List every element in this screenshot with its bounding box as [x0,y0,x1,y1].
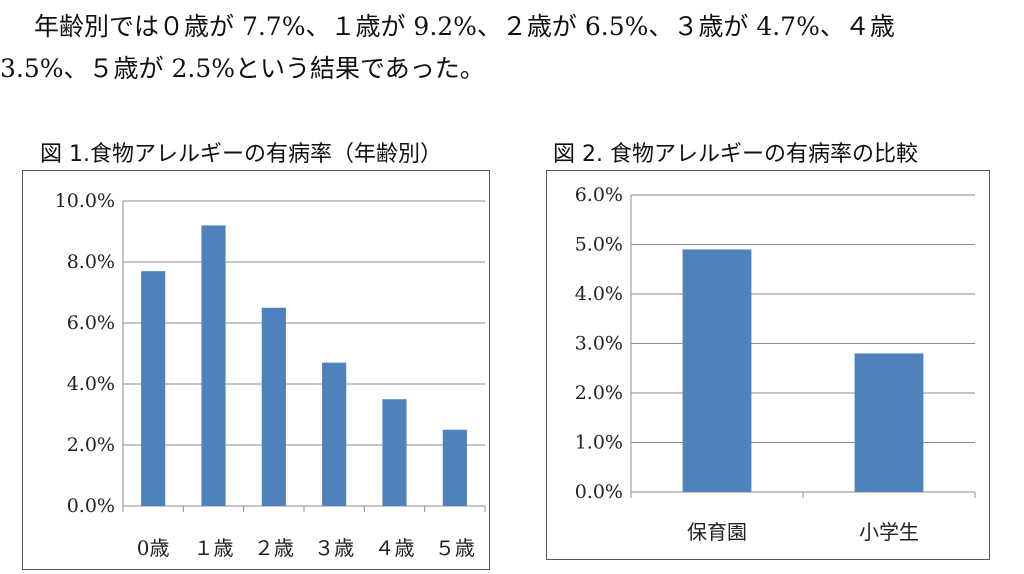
chart1-title: 図 1.食物アレルギーの有病率（年齢別） [40,142,442,167]
chart1-ytick-label: 2.0% [67,434,115,456]
chart1-category-label: １歳 [194,536,234,560]
chart2-category-label: 保育園 [687,520,747,544]
chart2-bar [854,353,924,492]
chart2-bar [682,249,752,492]
body-paragraph: 年齢別では０歳が 7.7%、１歳が 9.2%、２歳が 6.5%、３歳が 4.7%… [0,6,1024,90]
chart1-ytick-label: 6.0% [67,312,115,334]
chart1-category-label: ２歳 [254,536,294,560]
chart2-ytick-label: 4.0% [575,283,623,305]
chart2-ytick-label: 5.0% [575,234,623,256]
chart1-frame: 0.0% 2.0% 4.0% 6.0% 8.0% 10.0% 0歳 １歳 ２歳 ３歳 ４歳 ５歳 [22,170,490,570]
chart1-bar [322,362,347,506]
chart2-title: 図 2. 食物アレルギーの有病率の比較 [553,142,918,167]
chart1-bar [261,307,286,506]
chart1-ytick-label: 0.0% [67,495,115,517]
chart1-category-label: ４歳 [375,536,415,560]
chart1-bar [201,225,226,506]
chart2-ytick-label: 2.0% [575,382,623,404]
chart1-ytick-label: 4.0% [67,373,115,395]
chart2-ytick-label: 1.0% [575,432,623,454]
paragraph-line-1: 年齢別では０歳が 7.7%、１歳が 9.2%、２歳が 6.5%、３歳が 4.7%… [34,12,895,41]
chart1-bar [442,429,467,506]
chart1-ytick-label: 8.0% [67,251,115,273]
chart2-ytick-label: 6.0% [575,184,623,206]
chart1-svg: 0.0% 2.0% 4.0% 6.0% 8.0% 10.0% 0歳 １歳 ２歳 ３歳 ４歳 ５歳 [55,190,486,560]
chart2-ytick-label: 3.0% [575,333,623,355]
chart1-category-label: ５歳 [435,536,475,560]
chart2-ytick-label: 0.0% [575,481,623,503]
chart1-bar [141,271,166,506]
chart1-ytick-label: 10.0% [55,190,115,212]
chart1-bar [382,399,407,506]
paragraph-line-2: 3.5%、５歳が 2.5%という結果であった。 [0,54,485,83]
chart2-category-label: 小学生 [859,520,919,544]
chart1-category-label: 0歳 [137,536,170,560]
chart2-frame: 0.0% 1.0% 2.0% 3.0% 4.0% 5.0% 6.0% 保育園 小学生 [546,170,990,560]
chart1-category-label: ３歳 [314,536,354,560]
chart2-svg: 0.0% 1.0% 2.0% 3.0% 4.0% 5.0% 6.0% 保育園 小学生 [575,184,976,544]
